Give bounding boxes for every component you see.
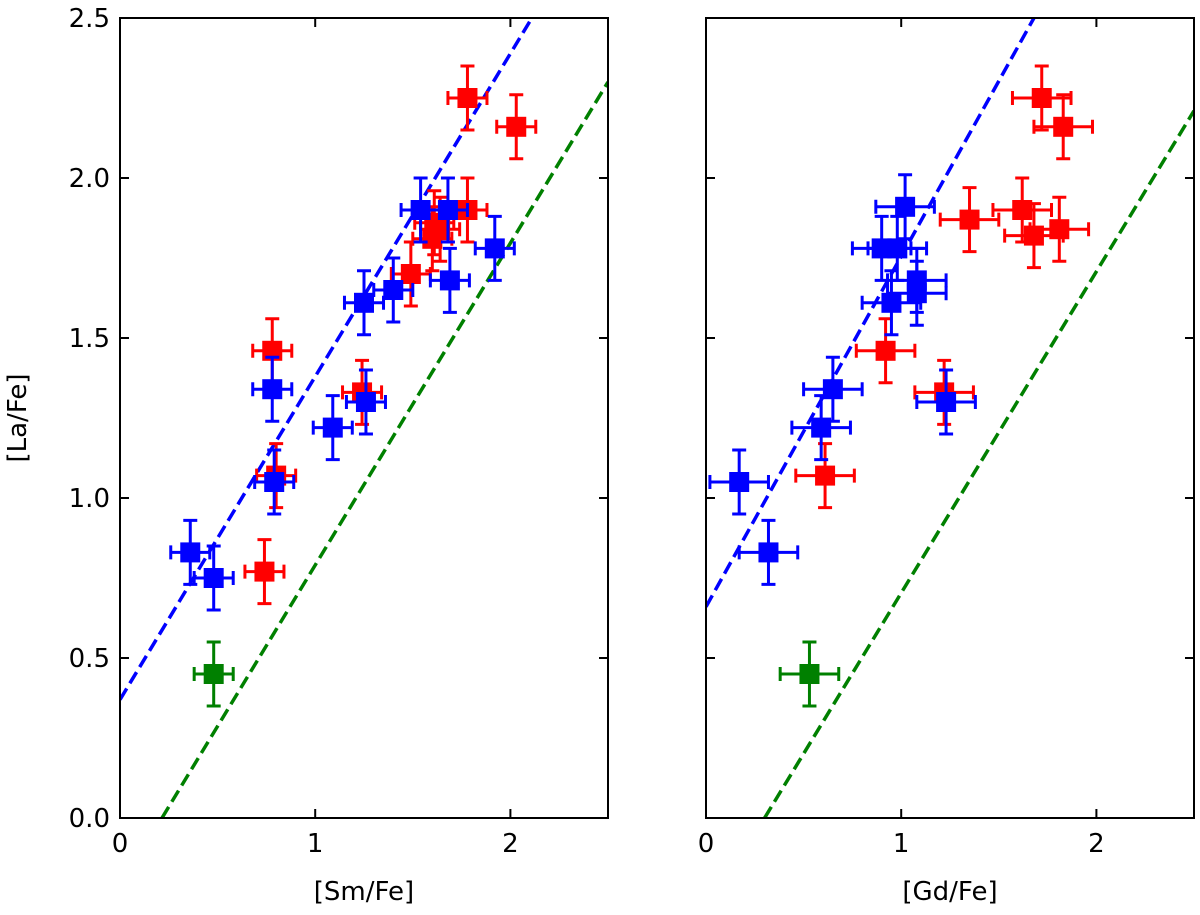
marker xyxy=(484,238,505,259)
marker xyxy=(875,340,896,361)
marker xyxy=(811,417,832,438)
x-tick-label: 1 xyxy=(307,829,324,859)
marker xyxy=(203,568,224,588)
marker xyxy=(506,116,527,137)
dashed-line xyxy=(763,109,1194,818)
fit-lines xyxy=(706,18,1194,818)
marker xyxy=(400,264,421,284)
axes-frame xyxy=(119,17,609,819)
marker xyxy=(1049,219,1070,240)
marker xyxy=(881,292,902,313)
marker xyxy=(887,238,908,259)
plot-area xyxy=(706,18,1194,818)
marker xyxy=(815,465,836,486)
marker xyxy=(262,379,283,400)
y-tick-label: 2.0 xyxy=(69,164,110,194)
x-tick-label: 2 xyxy=(1088,829,1105,859)
marker xyxy=(355,392,376,412)
marker xyxy=(906,283,927,304)
y-tick-label: 1.0 xyxy=(69,484,110,514)
marker xyxy=(1053,116,1074,137)
x-tick-label: 1 xyxy=(893,829,910,859)
x-tick-label: 0 xyxy=(698,829,715,859)
y-axis-label: [La/Fe] xyxy=(3,374,33,463)
marker xyxy=(758,542,779,563)
marker xyxy=(354,292,374,313)
y-tick-label: 0.0 xyxy=(69,804,110,834)
dashed-line xyxy=(706,18,1036,608)
marker xyxy=(457,88,478,108)
y-tick-label: 1.5 xyxy=(69,324,110,354)
marker xyxy=(895,196,916,217)
fit-lines xyxy=(120,18,608,818)
marker xyxy=(203,664,224,684)
marker xyxy=(410,200,431,220)
x-axis-label: [Sm/Fe] xyxy=(314,877,414,907)
marker xyxy=(959,209,980,230)
x-axis-label: [Gd/Fe] xyxy=(902,877,997,907)
marker xyxy=(430,219,451,240)
y-tick-label: 2.5 xyxy=(69,4,110,34)
y-tick-label: 0.5 xyxy=(69,644,110,674)
marker xyxy=(729,472,750,492)
x-tick-label: 0 xyxy=(112,829,129,859)
marker xyxy=(180,542,201,563)
marker xyxy=(322,417,343,438)
marker xyxy=(1031,88,1052,108)
plot-area xyxy=(120,18,608,818)
marker xyxy=(383,280,404,300)
marker xyxy=(799,664,820,684)
dashed-line xyxy=(160,81,608,818)
marker xyxy=(254,561,275,582)
dashed-line xyxy=(120,18,534,701)
axes-frame xyxy=(705,17,1195,819)
marker xyxy=(936,392,957,412)
marker xyxy=(439,270,460,291)
marker xyxy=(437,200,458,220)
marker xyxy=(264,472,285,492)
x-tick-label: 2 xyxy=(502,829,519,859)
